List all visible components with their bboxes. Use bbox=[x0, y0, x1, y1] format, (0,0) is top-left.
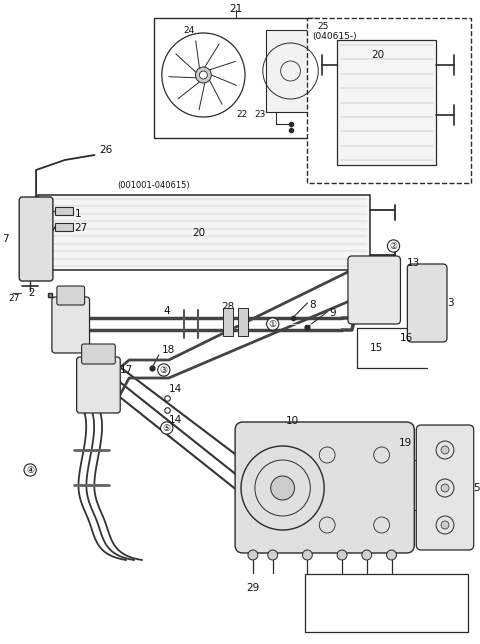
Text: 1: 1 bbox=[75, 209, 81, 219]
Text: 7: 7 bbox=[2, 234, 8, 244]
Circle shape bbox=[268, 550, 277, 560]
Bar bbox=[266, 30, 315, 112]
Bar bbox=[223, 308, 233, 336]
Bar bbox=[154, 18, 317, 138]
FancyBboxPatch shape bbox=[77, 357, 120, 413]
Circle shape bbox=[195, 67, 211, 83]
FancyBboxPatch shape bbox=[348, 256, 400, 324]
Text: NOTE: NOTE bbox=[312, 580, 343, 590]
Text: 6: 6 bbox=[334, 583, 340, 593]
Text: THE NO.11 :⑤~⑥: THE NO.11 :⑤~⑥ bbox=[312, 594, 401, 604]
Text: ①: ① bbox=[269, 319, 277, 328]
Text: 22: 22 bbox=[236, 110, 247, 119]
Text: 24: 24 bbox=[184, 26, 195, 35]
Text: 14: 14 bbox=[169, 415, 182, 425]
Bar bbox=[38, 195, 370, 270]
Text: 15: 15 bbox=[370, 343, 384, 353]
Text: ③: ③ bbox=[160, 366, 168, 375]
Text: (040615-): (040615-) bbox=[312, 32, 357, 41]
Bar bbox=[55, 223, 72, 231]
Text: 8: 8 bbox=[309, 300, 316, 310]
Bar bbox=[305, 574, 468, 632]
Text: ⑤: ⑤ bbox=[163, 424, 171, 433]
Text: 5: 5 bbox=[473, 482, 480, 493]
Text: 25: 25 bbox=[317, 22, 329, 31]
Circle shape bbox=[362, 550, 372, 560]
Text: 18: 18 bbox=[162, 345, 175, 355]
Text: 4: 4 bbox=[164, 306, 170, 316]
FancyBboxPatch shape bbox=[52, 297, 90, 353]
FancyBboxPatch shape bbox=[416, 425, 474, 550]
Text: (001001-040615): (001001-040615) bbox=[118, 181, 190, 190]
Text: 13: 13 bbox=[407, 258, 420, 268]
Text: 27: 27 bbox=[75, 223, 88, 233]
Circle shape bbox=[271, 476, 295, 500]
Text: 9: 9 bbox=[329, 308, 336, 318]
Text: ④: ④ bbox=[26, 466, 34, 475]
Bar bbox=[307, 18, 471, 183]
FancyBboxPatch shape bbox=[57, 286, 84, 305]
Circle shape bbox=[302, 550, 312, 560]
Text: 10: 10 bbox=[286, 416, 299, 426]
Text: 17: 17 bbox=[120, 365, 133, 375]
Circle shape bbox=[441, 484, 449, 492]
Circle shape bbox=[200, 71, 207, 79]
Text: —  2: — 2 bbox=[12, 288, 35, 298]
Circle shape bbox=[248, 550, 258, 560]
FancyBboxPatch shape bbox=[19, 197, 53, 281]
Text: 28: 28 bbox=[222, 302, 235, 312]
Text: THE NO.12 :①~④: THE NO.12 :①~④ bbox=[312, 610, 401, 620]
Text: 14: 14 bbox=[169, 384, 182, 394]
FancyBboxPatch shape bbox=[235, 422, 414, 553]
Circle shape bbox=[441, 446, 449, 454]
Bar bbox=[55, 207, 72, 215]
Text: 16: 16 bbox=[399, 333, 413, 343]
Text: 19: 19 bbox=[398, 438, 412, 448]
Text: 27: 27 bbox=[8, 294, 20, 303]
Text: 29: 29 bbox=[246, 583, 260, 593]
Text: 3: 3 bbox=[447, 298, 454, 308]
FancyBboxPatch shape bbox=[408, 264, 447, 342]
Text: ②: ② bbox=[389, 242, 397, 251]
Bar bbox=[238, 308, 248, 336]
Text: 20: 20 bbox=[192, 227, 205, 238]
Text: 23: 23 bbox=[254, 110, 265, 119]
FancyBboxPatch shape bbox=[82, 344, 115, 364]
Circle shape bbox=[386, 550, 396, 560]
Circle shape bbox=[337, 550, 347, 560]
Text: 20: 20 bbox=[372, 50, 385, 60]
Text: 26: 26 bbox=[99, 145, 113, 155]
Circle shape bbox=[441, 521, 449, 529]
Bar bbox=[337, 40, 436, 165]
Text: 21: 21 bbox=[229, 4, 242, 14]
